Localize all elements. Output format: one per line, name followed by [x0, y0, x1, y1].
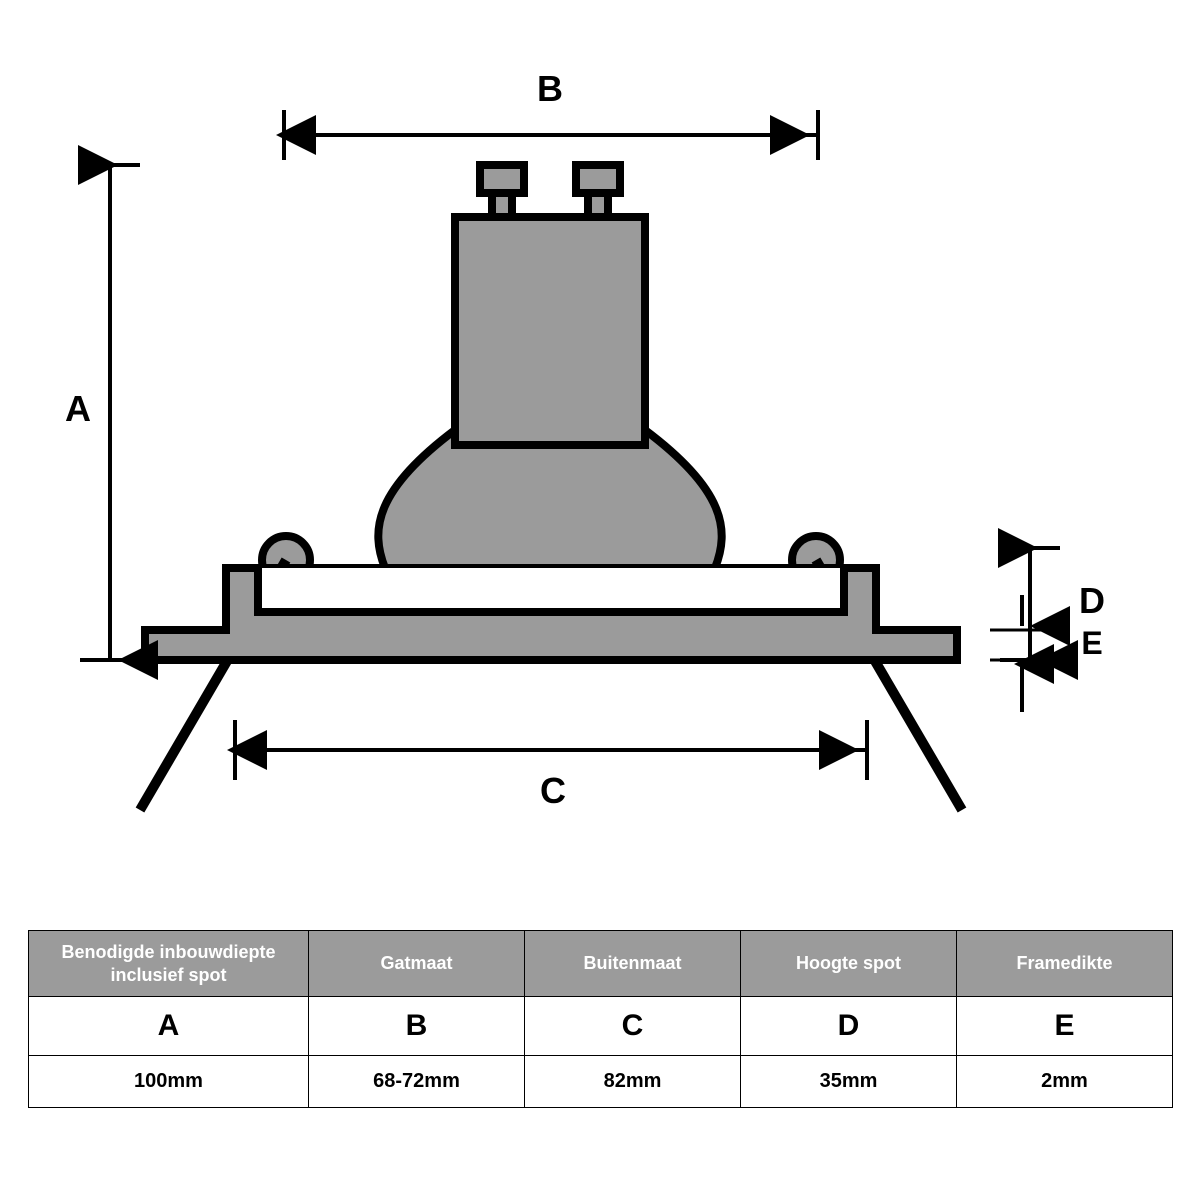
- dim-label-a: A: [58, 388, 98, 430]
- header-a-line2: inclusief spot: [110, 965, 226, 985]
- dim-label-b: B: [530, 68, 570, 110]
- letter-a: A: [29, 997, 309, 1056]
- letter-d: D: [741, 997, 957, 1056]
- dim-label-d: D: [1072, 580, 1112, 622]
- technical-diagram: B A C D E: [0, 0, 1200, 920]
- letter-e: E: [957, 997, 1173, 1056]
- header-d: Hoogte spot: [741, 931, 957, 997]
- value-c: 82mm: [525, 1056, 741, 1108]
- value-d: 35mm: [741, 1056, 957, 1108]
- spotlight-drawing: [0, 0, 1200, 920]
- header-a-line1: Benodigde inbouwdiepte: [62, 942, 276, 962]
- letter-b: B: [309, 997, 525, 1056]
- letter-c: C: [525, 997, 741, 1056]
- dim-label-c: C: [533, 770, 573, 812]
- value-e: 2mm: [957, 1056, 1173, 1108]
- value-a: 100mm: [29, 1056, 309, 1108]
- dim-label-e: E: [1072, 625, 1112, 662]
- table-header-row: Benodigde inbouwdiepte inclusief spot Ga…: [29, 931, 1173, 997]
- value-b: 68-72mm: [309, 1056, 525, 1108]
- header-a: Benodigde inbouwdiepte inclusief spot: [29, 931, 309, 997]
- table-value-row: 100mm 68-72mm 82mm 35mm 2mm: [29, 1056, 1173, 1108]
- spec-table: Benodigde inbouwdiepte inclusief spot Ga…: [28, 930, 1173, 1108]
- header-b: Gatmaat: [309, 931, 525, 997]
- table-letter-row: A B C D E: [29, 997, 1173, 1056]
- header-e: Framedikte: [957, 931, 1173, 997]
- header-c: Buitenmaat: [525, 931, 741, 997]
